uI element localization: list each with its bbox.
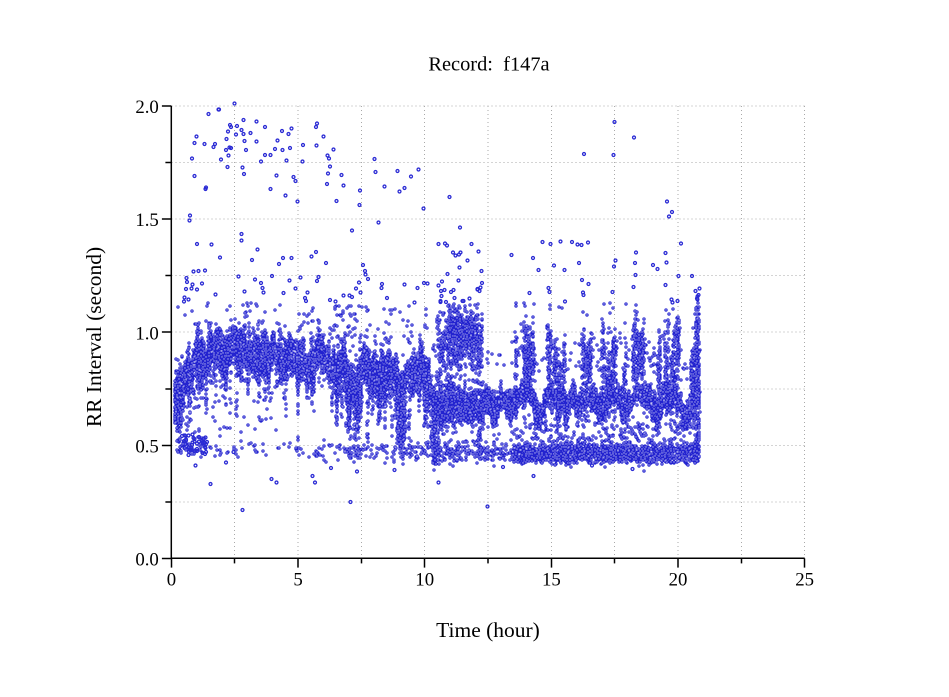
svg-text:5: 5 <box>293 569 302 590</box>
svg-text:Record: f147a: Record: f147a <box>428 54 549 76</box>
svg-text:1.0: 1.0 <box>135 323 158 344</box>
svg-text:0: 0 <box>167 569 176 590</box>
svg-text:RR Interval (second): RR Interval (second) <box>82 247 106 427</box>
svg-text:0.5: 0.5 <box>135 436 158 457</box>
svg-text:25: 25 <box>795 569 814 590</box>
svg-text:15: 15 <box>542 569 561 590</box>
svg-text:Time (hour): Time (hour) <box>436 618 540 642</box>
svg-text:0.0: 0.0 <box>135 550 158 571</box>
svg-text:2.0: 2.0 <box>135 97 158 118</box>
svg-text:10: 10 <box>415 569 434 590</box>
svg-text:20: 20 <box>669 569 688 590</box>
svg-text:1.5: 1.5 <box>135 210 158 231</box>
